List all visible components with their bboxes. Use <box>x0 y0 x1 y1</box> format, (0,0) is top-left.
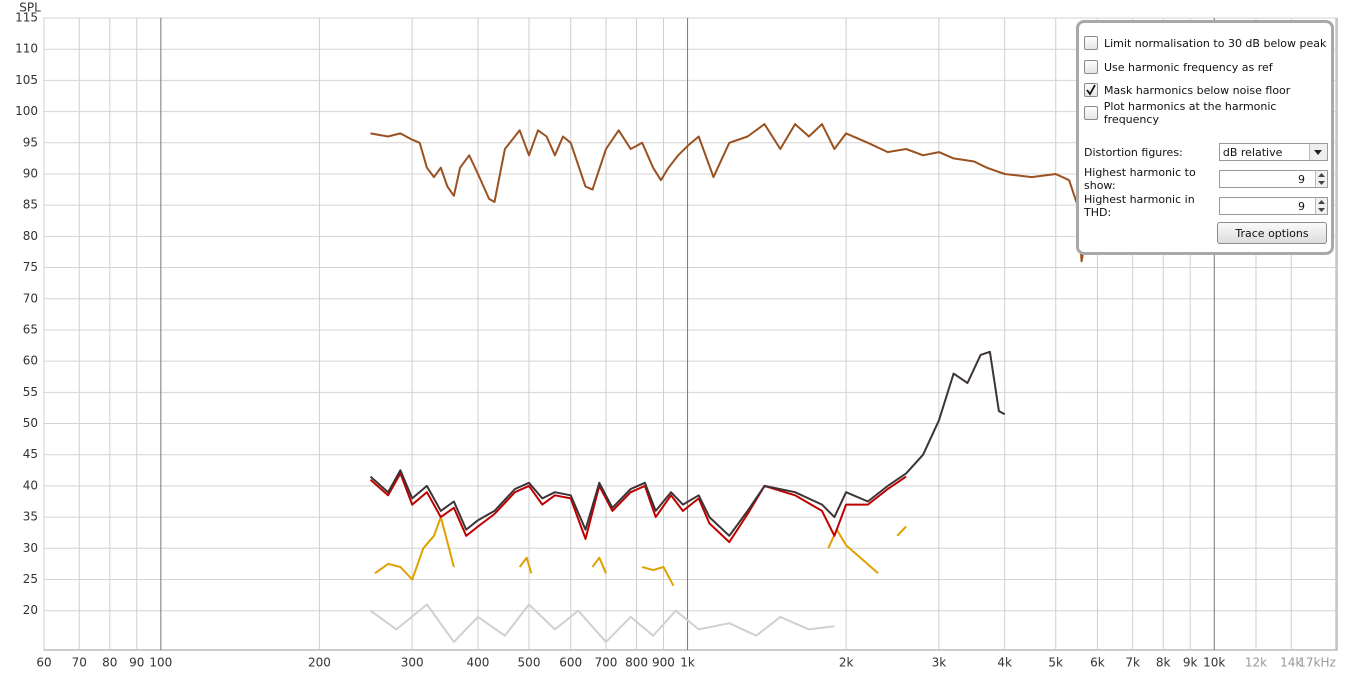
options-panel: Limit normalisation to 30 dB below peak … <box>1076 20 1334 255</box>
trace-options-button[interactable]: Trace options <box>1217 222 1327 244</box>
x-tick-label: 60 <box>36 656 51 670</box>
x-tick-label: 14k <box>1280 656 1302 670</box>
traces <box>369 123 1087 643</box>
dropdown[interactable]: dB relative <box>1218 143 1328 161</box>
y-tick-label: 105 <box>15 73 38 87</box>
x-tick-label: 4k <box>997 656 1012 670</box>
x-tick-label: 200 <box>308 656 331 670</box>
field-label: Distortion figures: <box>1084 145 1183 159</box>
y-tick-label: 80 <box>23 229 38 243</box>
x-tick-label: 300 <box>401 656 424 670</box>
x-tick-label: 800 <box>625 656 648 670</box>
checkbox[interactable] <box>1084 83 1098 97</box>
option[interactable]: Plot harmonics at the harmonic frequency <box>1084 100 1331 126</box>
x-tick-label: 2k <box>839 656 854 670</box>
x-tick-label: 6k <box>1090 656 1105 670</box>
field-label: Highest harmonic to show: <box>1084 166 1196 192</box>
x-tick-label: 900 <box>652 656 675 670</box>
spinner[interactable]: 9 <box>1218 197 1328 215</box>
spinner-arrows[interactable] <box>1315 171 1327 187</box>
x-tick-label: 10k <box>1203 656 1225 670</box>
option[interactable]: Use harmonic frequency as ref <box>1084 59 1273 75</box>
y-tick-label: 60 <box>23 354 38 368</box>
distortion-figures-row: Distortion figures: dB relative <box>1084 142 1328 162</box>
trace <box>369 603 835 643</box>
x-tick-label: 5k <box>1048 656 1063 670</box>
option-label: Mask harmonics below noise floor <box>1104 83 1291 97</box>
y-tick-label: 95 <box>23 135 38 149</box>
option-label: Use harmonic frequency as ref <box>1104 60 1273 74</box>
option-label: Limit normalisation to 30 dB below peak <box>1104 36 1327 50</box>
option[interactable]: Mask harmonics below noise floor <box>1084 82 1290 98</box>
y-axis-label: SPL <box>19 1 41 15</box>
x-tick-label: 7k <box>1125 656 1140 670</box>
highest-harmonic-thd-row: Highest harmonic in THD: 9 <box>1084 193 1328 219</box>
x-tick-label: 1k <box>680 656 695 670</box>
y-tick-label: 30 <box>23 541 38 555</box>
y-tick-label: 25 <box>23 572 38 586</box>
trace <box>374 516 907 587</box>
y-tick-label: 45 <box>23 447 38 461</box>
x-tick-label: 90 <box>129 656 144 670</box>
x-tick-label: 400 <box>467 656 490 670</box>
spinner-value: 9 <box>1298 172 1305 186</box>
checkbox[interactable] <box>1084 36 1098 50</box>
checkbox[interactable] <box>1084 60 1098 74</box>
y-tick-label: 110 <box>15 42 38 56</box>
y-tick-label: 75 <box>23 260 38 274</box>
y-tick-label: 90 <box>23 166 38 180</box>
x-tick-label: 17kHz <box>1298 656 1336 670</box>
button-label: Trace options <box>1235 226 1309 240</box>
y-tick-label: 85 <box>23 198 38 212</box>
y-tick-label: 100 <box>15 104 38 118</box>
y-tick-label: 50 <box>23 416 38 430</box>
spinner[interactable]: 9 <box>1218 170 1328 188</box>
highest-harmonic-show-row: Highest harmonic to show: 9 <box>1084 166 1328 192</box>
x-tick-label: 3k <box>932 656 947 670</box>
y-tick-label: 40 <box>23 478 38 492</box>
check-mark <box>1086 84 1096 96</box>
x-tick-label: 600 <box>559 656 582 670</box>
trace <box>369 472 907 544</box>
x-tick-label: 12k <box>1245 656 1267 670</box>
x-tick-label: 700 <box>595 656 618 670</box>
y-tick-label: 115 <box>15 11 38 25</box>
y-tick-label: 70 <box>23 291 38 305</box>
x-tick-label: 100 <box>149 656 172 670</box>
x-tick-label: 9k <box>1183 656 1198 670</box>
option[interactable]: Limit normalisation to 30 dB below peak <box>1084 35 1326 51</box>
spinner-value: 9 <box>1298 199 1305 213</box>
y-tick-label: 35 <box>23 510 38 524</box>
x-tick-label: 70 <box>72 656 87 670</box>
spinner-arrows[interactable] <box>1315 198 1327 214</box>
x-tick-label: 80 <box>102 656 117 670</box>
x-tick-label: 8k <box>1156 656 1171 670</box>
y-tick-label: 55 <box>23 385 38 399</box>
trace <box>369 350 1006 537</box>
checkbox[interactable] <box>1084 106 1098 120</box>
y-tick-label: 20 <box>23 603 38 617</box>
x-tick-label: 500 <box>518 656 541 670</box>
dropdown-arrow[interactable] <box>1309 144 1327 160</box>
field-label: Highest harmonic in THD: <box>1084 193 1195 219</box>
y-tick-label: 65 <box>23 322 38 336</box>
trace <box>370 123 1087 263</box>
option-label: Plot harmonics at the harmonic frequency <box>1103 100 1277 126</box>
dropdown-value: dB relative <box>1222 145 1283 159</box>
